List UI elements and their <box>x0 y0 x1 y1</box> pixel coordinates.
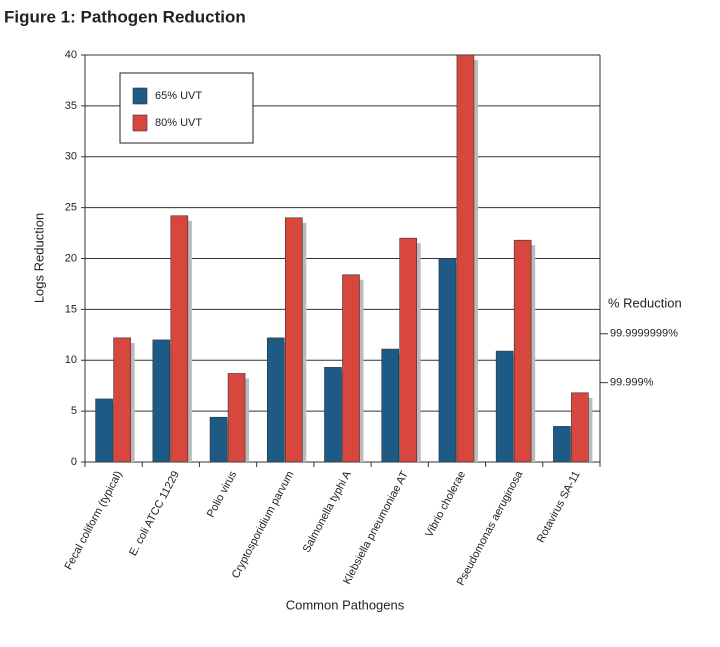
y-tick-label: 25 <box>65 202 77 214</box>
bar <box>152 339 171 463</box>
x-axis-title: Common Pathogens <box>286 597 405 612</box>
bar <box>438 258 457 463</box>
legend-label: 80% UVT <box>155 117 202 129</box>
y-tick-label: 40 <box>65 49 77 61</box>
bar <box>495 350 514 463</box>
bar <box>284 217 303 463</box>
x-tick-label: Fecal coliform (typical) <box>63 469 125 572</box>
y-tick-label: 15 <box>65 303 77 315</box>
y-axis-title: Logs Reduction <box>31 213 46 303</box>
x-tick-label: Cryptosporidium parvum <box>230 469 297 580</box>
reduction-label: 99.999% <box>610 377 654 389</box>
x-tick-label: Vibrio cholerae <box>423 469 468 539</box>
chart-title: Figure 1: Pathogen Reduction <box>4 7 246 26</box>
x-tick-label: Polio virus <box>205 469 240 520</box>
y-tick-label: 10 <box>65 354 77 366</box>
bar <box>95 398 113 463</box>
bar <box>209 416 228 463</box>
y-tick-label: 35 <box>65 100 77 112</box>
legend-swatch <box>132 87 148 105</box>
x-tick-label: Salmonella typhi A <box>301 469 354 555</box>
bar <box>571 392 589 463</box>
x-tick-label: Klebsiella pneumoniae AT <box>341 469 411 586</box>
y-tick-label: 5 <box>71 405 77 417</box>
bar <box>553 426 571 463</box>
legend-label: 65% UVT <box>155 90 202 102</box>
legend-swatch <box>132 114 148 132</box>
reduction-label: 99.9999999% <box>610 328 678 340</box>
bar <box>113 337 131 463</box>
bar <box>399 237 418 463</box>
x-tick-label: E. coli ATCC 11229 <box>127 469 182 558</box>
bar <box>342 274 360 463</box>
x-tick-label: Rotavirus SA-11 <box>535 469 583 545</box>
reduction-title: % Reduction <box>608 295 682 310</box>
x-tick-label: Pseudomonas aeruginosa <box>455 468 526 587</box>
bar <box>456 54 475 463</box>
y-tick-label: 30 <box>65 151 77 163</box>
bar <box>324 367 342 463</box>
bar <box>170 215 189 463</box>
y-tick-label: 0 <box>71 456 77 468</box>
bar <box>513 239 532 463</box>
bar <box>381 348 400 463</box>
y-tick-label: 20 <box>65 252 77 264</box>
bar <box>227 373 246 463</box>
bar <box>266 337 285 463</box>
legend-box <box>119 72 254 144</box>
